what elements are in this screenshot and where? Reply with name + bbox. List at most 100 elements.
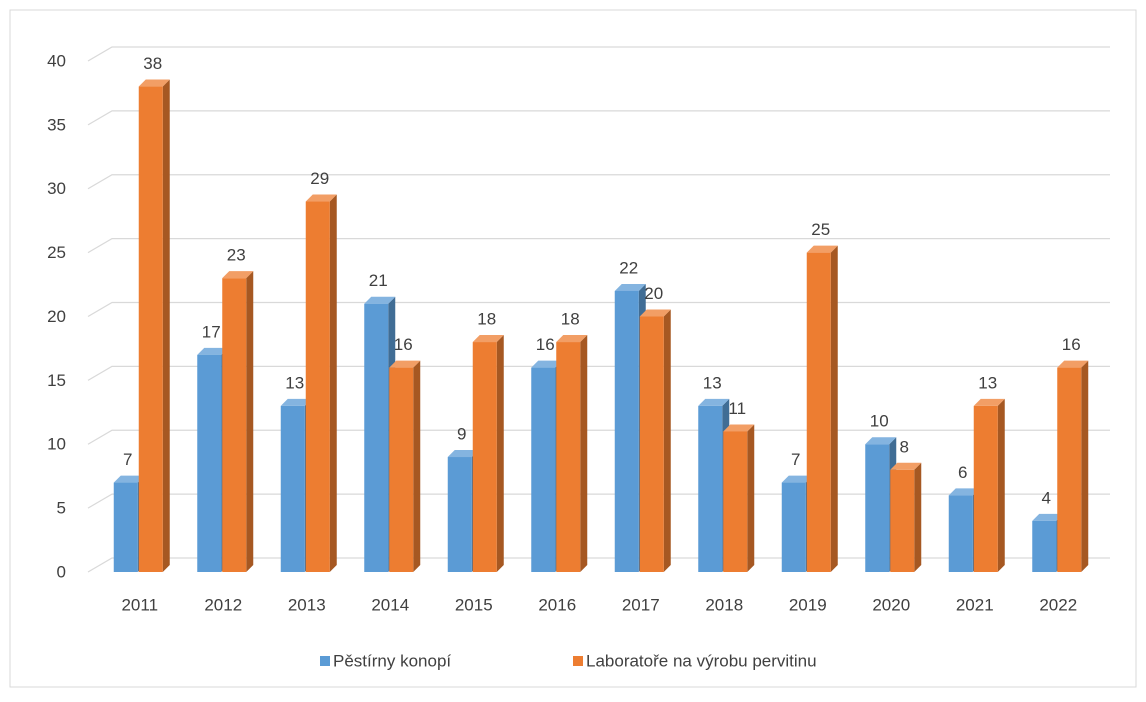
grid-line: [87, 110, 1110, 126]
bar: [806, 245, 838, 572]
bar: [890, 462, 922, 572]
grid-line: [87, 174, 1110, 190]
bar-face: [948, 488, 980, 496]
value-label: 20: [644, 284, 663, 303]
bar-face: [865, 437, 897, 445]
value-label: 9: [457, 425, 466, 444]
bar-front: [389, 367, 414, 572]
bar-front: [138, 86, 163, 573]
bar-face: [531, 360, 563, 368]
bar-front: [364, 303, 389, 572]
bar-face: [556, 335, 588, 343]
bar-face: [890, 462, 922, 470]
bar-front: [305, 201, 330, 572]
grid-line: [87, 493, 1110, 509]
grid-line: [87, 557, 1110, 573]
bar-front: [222, 278, 247, 572]
bar-front: [698, 405, 723, 572]
bar-face: [305, 194, 337, 202]
value-label: 22: [619, 258, 638, 277]
legend-swatch: [573, 656, 583, 666]
bar-face: [747, 424, 755, 572]
value-label: 18: [561, 310, 580, 329]
y-tick-label: 20: [47, 307, 66, 326]
bar-front: [197, 354, 222, 572]
x-tick-label: 2011: [121, 595, 158, 614]
bar-face: [698, 398, 730, 406]
bar-face: [781, 475, 813, 483]
legend-label: Laboratoře na výrobu pervitinu: [586, 651, 817, 670]
bar-front: [1057, 367, 1082, 572]
bar-face: [162, 79, 170, 573]
legend-swatch: [320, 656, 330, 666]
y-tick-label: 40: [47, 51, 66, 70]
bar-face: [973, 398, 1005, 406]
bar-face: [197, 347, 229, 355]
bar-front: [639, 316, 664, 572]
y-tick-label: 5: [57, 499, 66, 518]
value-label: 13: [703, 373, 722, 392]
bar: [723, 424, 755, 572]
value-label: 17: [202, 322, 221, 341]
value-label: 23: [227, 246, 246, 265]
x-tick-label: 2018: [705, 595, 743, 614]
bar-front: [614, 290, 639, 572]
bar-face: [914, 462, 922, 572]
bar-face: [246, 271, 254, 572]
y-tick-label: 25: [47, 243, 66, 262]
bar-front: [280, 405, 305, 572]
value-label: 29: [310, 169, 329, 188]
bar-front: [865, 444, 890, 572]
grid-line: [87, 301, 1110, 318]
x-tick-label: 2012: [204, 595, 242, 614]
value-label: 21: [369, 271, 388, 290]
value-label: 25: [811, 220, 830, 239]
bar-face: [806, 245, 838, 253]
y-tick-label: 35: [47, 115, 66, 134]
legend-label: Pěstírny konopí: [333, 651, 451, 670]
y-tick-label: 15: [47, 371, 66, 390]
grid-line: [87, 237, 1110, 254]
bar-front: [723, 431, 748, 572]
bar: [639, 309, 671, 572]
value-label: 16: [536, 335, 555, 354]
bar: [472, 335, 504, 572]
bar-front: [973, 405, 998, 572]
bar-face: [113, 475, 145, 483]
value-label: 7: [123, 450, 132, 469]
x-tick-label: 2015: [455, 595, 493, 614]
bar: [138, 79, 170, 573]
value-label: 11: [728, 399, 746, 418]
y-tick-label: 10: [47, 435, 66, 454]
value-label: 38: [143, 54, 162, 73]
x-tick-label: 2021: [956, 595, 994, 614]
bar: [305, 194, 337, 572]
bar-front: [948, 495, 973, 572]
value-label: 8: [900, 437, 909, 456]
bar-front: [113, 482, 138, 572]
bar-face: [830, 245, 838, 572]
bar-front: [1032, 520, 1057, 572]
bar-face: [496, 335, 504, 572]
value-label: 16: [1062, 335, 1081, 354]
x-tick-label: 2013: [288, 595, 326, 614]
bar-front: [556, 342, 581, 572]
bar-face: [364, 296, 396, 304]
bar-front: [781, 482, 806, 572]
value-label: 13: [978, 373, 997, 392]
bar-face: [389, 360, 421, 368]
bar-face: [222, 271, 254, 279]
bar-front: [447, 457, 472, 572]
x-tick-label: 2022: [1039, 595, 1077, 614]
bar: [973, 398, 1005, 572]
bar-face: [639, 309, 671, 317]
bar-face: [1032, 513, 1064, 521]
x-tick-label: 2020: [872, 595, 910, 614]
bar-face: [413, 360, 421, 572]
grid-line: [87, 429, 1110, 445]
x-tick-label: 2014: [371, 595, 409, 614]
bar-face: [280, 398, 312, 406]
bar-face: [723, 424, 755, 432]
grid-line: [87, 365, 1110, 381]
